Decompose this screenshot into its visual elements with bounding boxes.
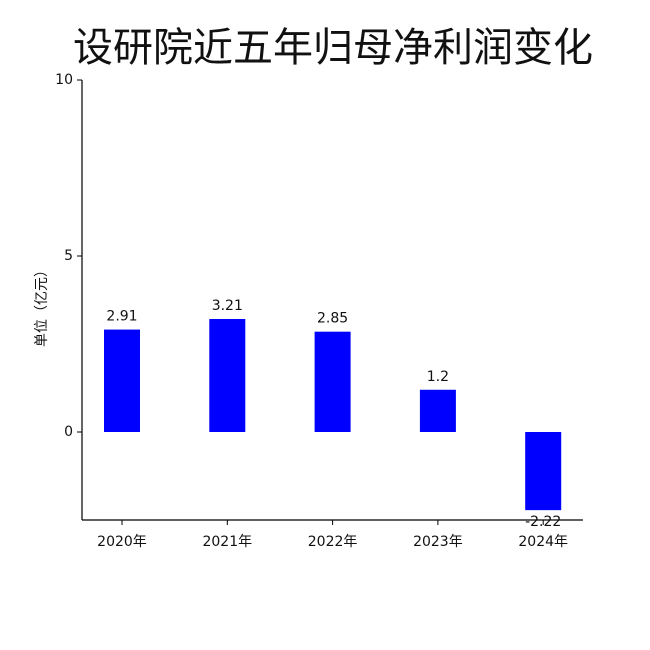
x-tick-label: 2021年: [202, 534, 252, 550]
y-tick-label: 0: [64, 424, 73, 440]
y-axis-label: 单位（亿元）: [34, 263, 50, 347]
data-label: 2.91: [106, 309, 137, 325]
bar: [209, 319, 246, 432]
x-tick-label: 2023年: [413, 534, 463, 550]
data-label: 1.2: [427, 369, 449, 385]
y-tick-label: 10: [55, 72, 73, 88]
data-label: 2.85: [317, 311, 348, 327]
x-tick-label: 2020年: [97, 534, 147, 550]
bar: [104, 329, 140, 432]
y-tick-label: 5: [64, 248, 73, 264]
data-label: -2.22: [525, 514, 561, 530]
bar: [419, 389, 456, 432]
bar: [314, 331, 351, 432]
x-tick-label: 2024年: [518, 534, 568, 550]
data-label: 3.21: [212, 298, 243, 314]
chart-title: 设研院近五年归母净利润变化: [73, 25, 593, 71]
bar: [525, 432, 562, 511]
x-tick-label: 2022年: [308, 534, 358, 550]
